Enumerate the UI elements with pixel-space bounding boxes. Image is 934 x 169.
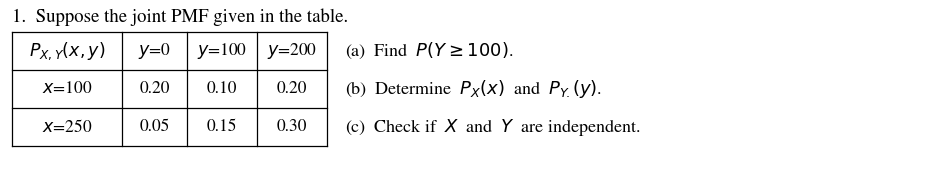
Text: (b)  Determine  $P_X(x)$  and  $P_{Y\!.}(y)$.: (b) Determine $P_X(x)$ and $P_{Y\!.}(y)$… — [345, 78, 602, 100]
Text: 0.05: 0.05 — [139, 119, 170, 135]
Text: 0.20: 0.20 — [139, 81, 170, 97]
Text: $y$=100: $y$=100 — [197, 41, 248, 61]
Text: $P_{X,Y}(x,y)$: $P_{X,Y}(x,y)$ — [29, 40, 106, 62]
Text: (a)  Find  $P(Y\geq100)$.: (a) Find $P(Y\geq100)$. — [345, 41, 514, 61]
Text: $y$=0: $y$=0 — [138, 41, 171, 61]
Text: 0.15: 0.15 — [206, 119, 237, 135]
Text: 0.20: 0.20 — [276, 81, 307, 97]
Text: 0.10: 0.10 — [206, 81, 237, 97]
Text: 1.  Suppose the joint PMF given in the table.: 1. Suppose the joint PMF given in the ta… — [12, 8, 348, 26]
Text: 0.30: 0.30 — [276, 119, 307, 135]
Text: $x$=250: $x$=250 — [42, 118, 92, 136]
Text: $x$=100: $x$=100 — [42, 81, 92, 97]
Text: (c)  Check if  $X$  and  $Y$  are independent.: (c) Check if $X$ and $Y$ are independent… — [345, 116, 641, 138]
Text: $y$=200: $y$=200 — [267, 41, 318, 61]
